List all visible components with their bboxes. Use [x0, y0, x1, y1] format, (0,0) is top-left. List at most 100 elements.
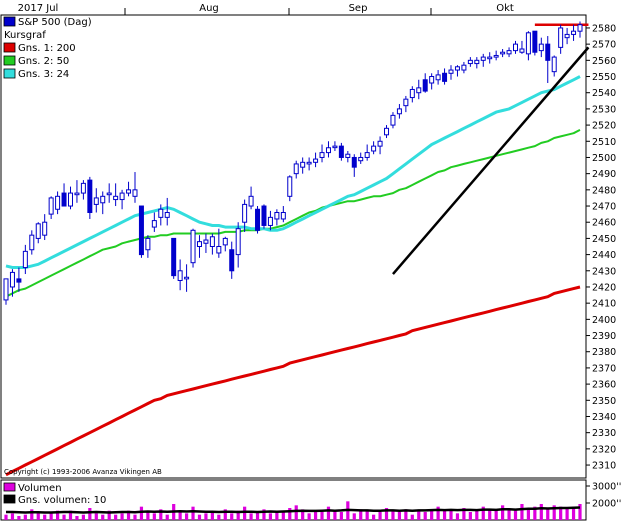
candle-body-53 — [345, 153, 351, 158]
candle-4 — [29, 230, 35, 255]
candle-81 — [525, 31, 531, 61]
candle-54 — [351, 154, 357, 177]
candle-body-56 — [364, 152, 370, 158]
candle-body-31 — [203, 239, 209, 244]
volume-average-line — [6, 506, 581, 514]
volume-bar-10 — [68, 510, 73, 520]
candle-body-14 — [93, 197, 99, 205]
candle-body-77 — [500, 51, 506, 55]
y-tick-label-2510: 2510 — [592, 137, 616, 148]
candle-body-34 — [222, 237, 228, 246]
y-tick-label-2480: 2480 — [592, 185, 616, 196]
y-tick-label-2350: 2350 — [592, 396, 616, 407]
volume-bar-31 — [204, 513, 208, 520]
candle-82 — [532, 30, 538, 56]
candle-body-4 — [29, 234, 35, 251]
price-panel-border — [0, 14, 587, 479]
candle-31 — [203, 233, 209, 253]
volume-legend-swatch-0 — [3, 482, 16, 492]
candle-body-16 — [106, 192, 112, 196]
candle-28 — [184, 264, 190, 292]
candle-18 — [119, 189, 125, 210]
candle-34 — [222, 236, 228, 252]
y-tick-label-2450: 2450 — [592, 234, 616, 245]
volume-bar-76 — [494, 510, 498, 520]
volume-bar-19 — [126, 510, 131, 520]
candle-24 — [158, 204, 164, 226]
candle-0 — [3, 278, 9, 305]
candle-body-18 — [119, 192, 125, 201]
volume-bar-8 — [55, 510, 60, 520]
volume-bar-62 — [404, 509, 408, 520]
candle-27 — [177, 259, 183, 291]
candle-body-85 — [551, 56, 557, 73]
candle-body-35 — [229, 249, 235, 272]
volume-tick-label-0: 3000'' — [592, 482, 621, 493]
volume-bar-81 — [526, 508, 531, 520]
candle-10 — [67, 186, 73, 210]
candle-body-42 — [274, 212, 280, 220]
candle-body-65 — [422, 79, 428, 92]
candle-25 — [164, 197, 170, 226]
volume-bar-72 — [468, 512, 472, 520]
volume-bar-63 — [410, 514, 414, 520]
candle-body-89 — [577, 24, 583, 32]
candle-body-19 — [126, 189, 132, 194]
candle-6 — [42, 214, 48, 241]
candle-body-0 — [3, 278, 9, 301]
candle-71 — [461, 61, 467, 74]
volume-bar-14 — [94, 513, 98, 520]
candle-59 — [384, 125, 390, 139]
volume-bar-3 — [23, 514, 27, 520]
legend-swatch-0 — [3, 16, 16, 27]
legend-swatch-4 — [3, 68, 16, 79]
volume-bar-68 — [442, 510, 447, 520]
candle-38 — [248, 186, 254, 210]
candle-body-58 — [377, 140, 383, 147]
candle-body-66 — [429, 76, 435, 84]
candle-body-15 — [100, 195, 106, 204]
candle-86 — [558, 24, 564, 54]
candle-body-38 — [248, 195, 254, 207]
y-tick-label-2310: 2310 — [592, 461, 616, 472]
candle-body-7 — [48, 197, 54, 215]
volume-bar-46 — [301, 509, 305, 520]
y-tick-label-2420: 2420 — [592, 282, 616, 293]
volume-bar-9 — [62, 514, 66, 520]
candle-70 — [454, 65, 460, 77]
candle-body-1 — [9, 271, 15, 288]
candle-body-49 — [319, 152, 325, 158]
candle-body-57 — [371, 145, 377, 152]
y-tick-label-2340: 2340 — [592, 412, 616, 423]
candle-63 — [409, 86, 415, 103]
y-tick-label-2400: 2400 — [592, 315, 616, 326]
volume-bar-37 — [243, 506, 247, 520]
y-tick-label-2380: 2380 — [592, 347, 616, 358]
candle-23 — [151, 212, 157, 232]
candle-body-43 — [280, 212, 286, 220]
volume-bar-5 — [36, 513, 40, 520]
candle-36 — [235, 222, 241, 268]
candle-65 — [422, 73, 428, 93]
candle-body-73 — [474, 59, 480, 65]
candle-12 — [80, 180, 86, 200]
candle-78 — [506, 47, 512, 58]
volume-bar-61 — [397, 512, 402, 520]
candle-41 — [267, 210, 273, 231]
candle-body-70 — [454, 66, 460, 71]
volume-bar-49 — [320, 512, 324, 520]
volume-bar-86 — [559, 506, 563, 520]
candle-body-52 — [338, 145, 344, 158]
volume-bar-16 — [107, 510, 111, 520]
candle-body-80 — [519, 48, 525, 53]
candle-body-81 — [525, 32, 531, 55]
moving-averages — [5, 75, 581, 477]
ma50-line — [5, 129, 581, 298]
y-tick-label-2530: 2530 — [592, 104, 616, 115]
candle-46 — [300, 157, 306, 174]
candle-body-86 — [558, 27, 564, 48]
candle-50 — [325, 141, 331, 158]
volume-bar-74 — [481, 506, 485, 520]
y-tick-label-2550: 2550 — [592, 72, 616, 83]
